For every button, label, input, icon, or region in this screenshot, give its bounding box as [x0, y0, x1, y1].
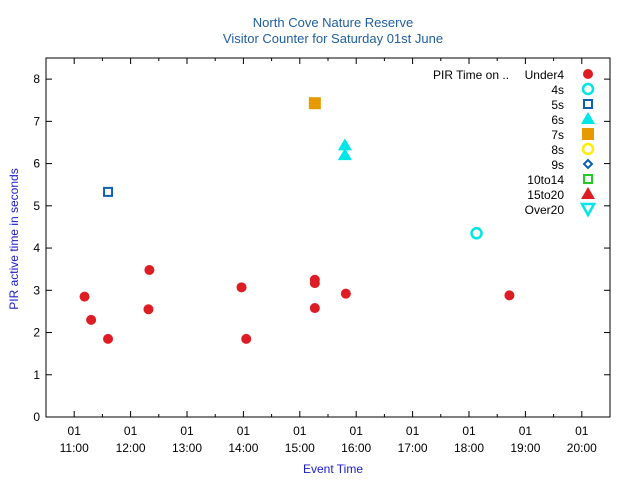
data-point: [470, 227, 483, 240]
x-tick-label-day: 01: [124, 424, 138, 438]
legend-label: 6s: [551, 113, 564, 127]
series-under4: [79, 265, 515, 344]
legend-label: 9s: [551, 158, 564, 172]
data-point: [309, 278, 320, 289]
x-tick-label-time: 15:00: [285, 441, 315, 455]
y-tick-label: 6: [33, 157, 40, 171]
y-tick-label: 7: [33, 114, 40, 128]
x-axis-label: Event Time: [303, 462, 363, 476]
data-point: [309, 303, 320, 314]
y-axis-label: PIR active time in seconds: [7, 168, 21, 309]
y-tick-label: 0: [33, 410, 40, 424]
legend-marker: [583, 174, 593, 184]
legend-marker: [583, 99, 593, 109]
data-point: [241, 333, 252, 344]
x-tick-label-day: 01: [519, 424, 533, 438]
x-tick-label-time: 18:00: [454, 441, 484, 455]
x-tick-label-day: 01: [575, 424, 589, 438]
chart-title-line-1: North Cove Nature Reserve: [253, 15, 413, 30]
y-tick-label: 4: [33, 241, 40, 255]
x-tick-label-day: 01: [406, 424, 420, 438]
x-tick-label-time: 13:00: [172, 441, 202, 455]
legend-marker: [582, 128, 594, 140]
data-point: [143, 304, 154, 315]
x-tick-label-day: 01: [237, 424, 251, 438]
legend-marker: [579, 202, 597, 218]
legend-marker: [581, 142, 595, 156]
y-tick-label: 2: [33, 326, 40, 340]
x-tick-label-day: 01: [68, 424, 82, 438]
legend-label: 7s: [551, 128, 564, 142]
data-point: [86, 314, 97, 325]
x-tick-label-day: 01: [180, 424, 194, 438]
chart-title-line-2: Visitor Counter for Saturday 01st June: [223, 31, 443, 46]
legend-marker: [581, 82, 595, 96]
legend-marker: [582, 158, 594, 170]
x-tick-label-time: 17:00: [398, 441, 428, 455]
data-point: [337, 138, 352, 151]
series-5s: [103, 186, 114, 197]
legend-label: 5s: [551, 98, 564, 112]
data-point: [103, 333, 114, 344]
legend-label: 15to20: [527, 188, 564, 202]
data-point: [103, 186, 114, 197]
x-tick-label-time: 20:00: [567, 441, 597, 455]
legend-marker: [581, 187, 595, 199]
series-6s: [337, 138, 352, 161]
series-7s: [308, 97, 321, 110]
legend-label: 10to14: [527, 173, 564, 187]
legend-label: Under4: [525, 68, 565, 82]
y-tick-label: 5: [33, 199, 40, 213]
x-tick-label-time: 16:00: [341, 441, 371, 455]
legend-marker: [581, 112, 595, 124]
x-tick-label-day: 01: [293, 424, 307, 438]
legend-title: PIR Time on ..: [433, 68, 509, 82]
x-tick-label-day: 01: [350, 424, 364, 438]
y-tick-label: 1: [33, 368, 40, 382]
legend-label: 8s: [551, 143, 564, 157]
x-tick-label-time: 12:00: [116, 441, 146, 455]
plot-frame: [45, 57, 611, 418]
y-tick-label: 8: [33, 72, 40, 86]
data-point: [337, 148, 352, 161]
y-tick-label: 3: [33, 283, 40, 297]
legend-label: 4s: [551, 83, 564, 97]
data-point: [308, 97, 321, 110]
x-tick-label-day: 01: [462, 424, 476, 438]
data-point: [340, 288, 351, 299]
legend-label: Over20: [525, 203, 565, 217]
x-tick-label-time: 14:00: [228, 441, 258, 455]
legend-marker: [583, 69, 593, 79]
x-tick-label-time: 19:00: [510, 441, 540, 455]
x-tick-label-time: 11:00: [60, 441, 89, 455]
data-point: [144, 265, 155, 276]
series-4s: [470, 227, 483, 240]
data-point: [79, 291, 90, 302]
data-point: [504, 290, 515, 301]
data-point: [236, 282, 247, 293]
